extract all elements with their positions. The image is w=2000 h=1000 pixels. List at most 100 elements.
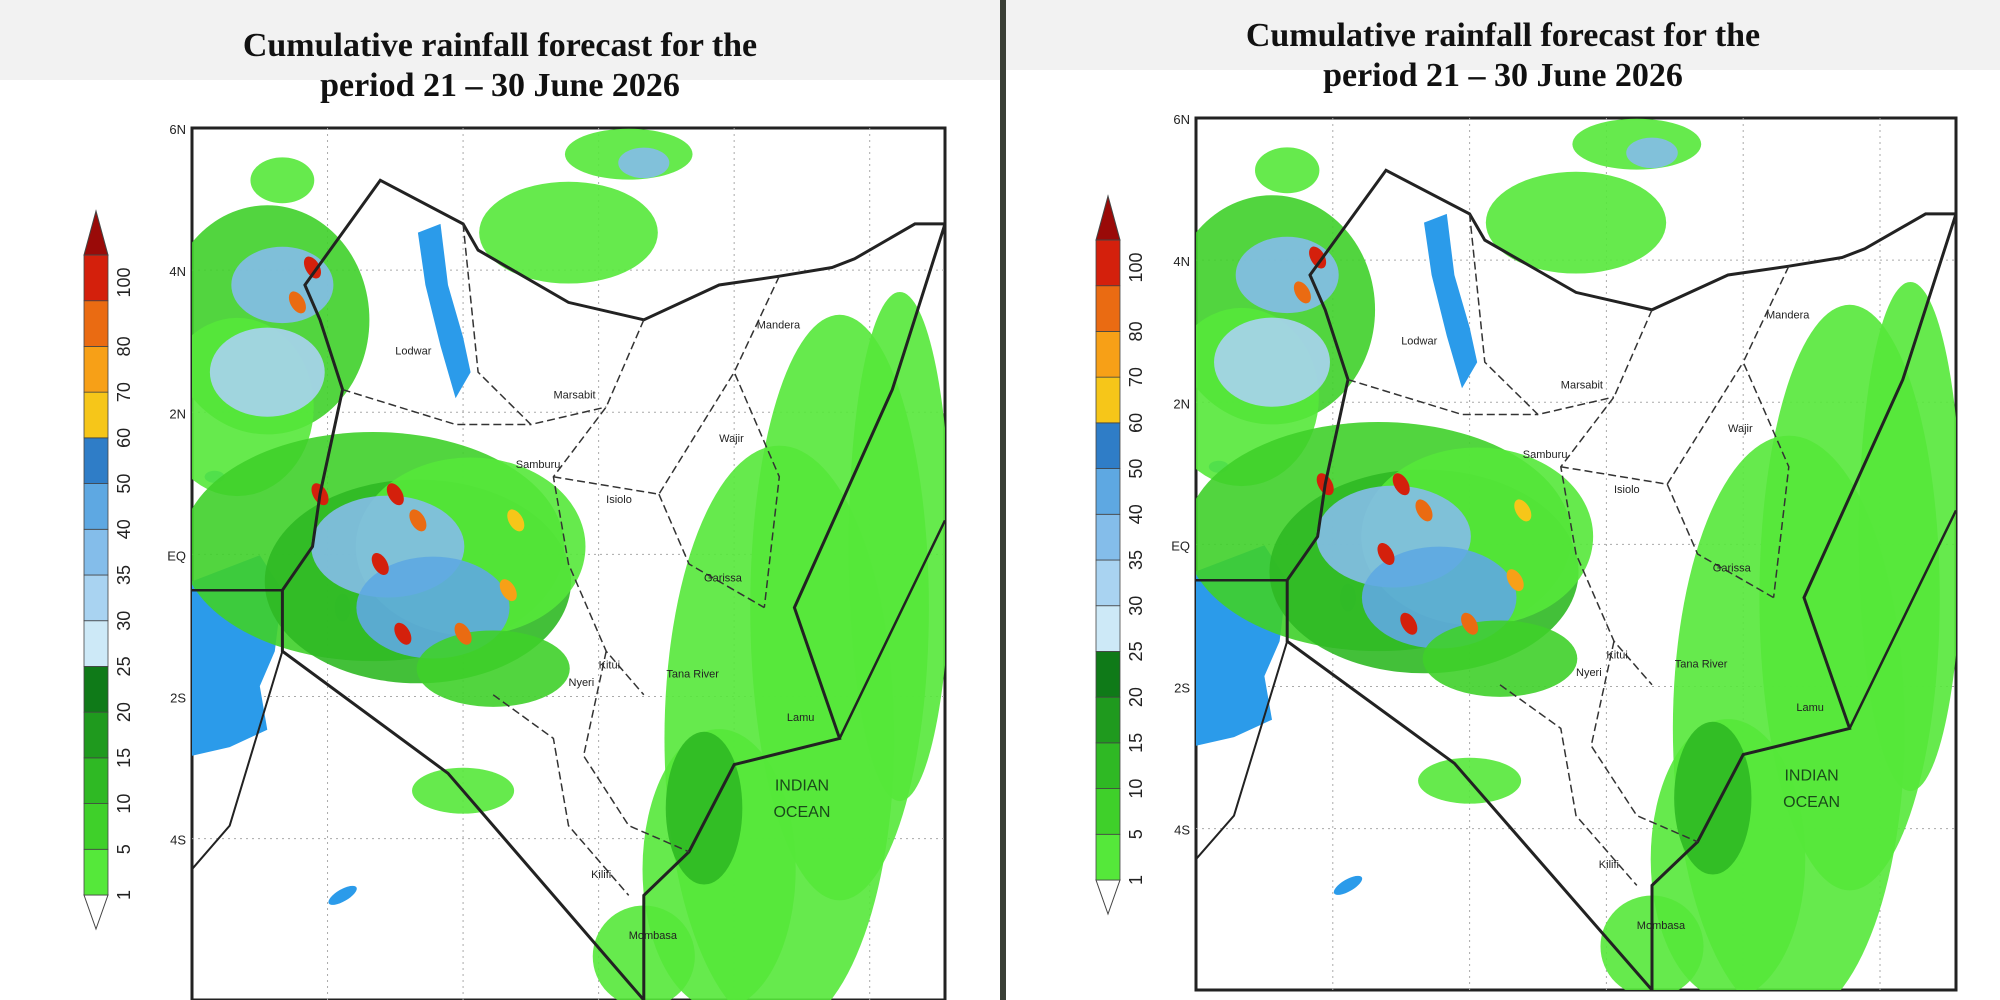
colorbar-label: 60 (1126, 413, 1146, 433)
colorbar-label: 70 (114, 382, 134, 402)
place-label: Isiolo (606, 494, 632, 506)
heavy-rain-spot (1392, 473, 1410, 496)
colorbar-segment (1095, 376, 1121, 424)
colorbar-segment (1095, 788, 1121, 835)
place-label: Lodwar (1401, 336, 1437, 348)
county-boundary (1560, 309, 1653, 686)
colorbar-segment (83, 711, 109, 759)
lake (328, 885, 357, 905)
rainfall-area (479, 181, 658, 284)
ocean-label: OCEAN (1783, 794, 1840, 811)
colorbar-segment (1095, 651, 1121, 698)
lat-tick-label: EQ (1171, 538, 1190, 553)
colorbar-segment (83, 483, 109, 530)
ocean-label: OCEAN (773, 804, 830, 821)
colorbar-label: 80 (1126, 321, 1146, 341)
colorbar-label: 40 (1126, 504, 1146, 524)
country-border (192, 650, 284, 870)
rainfall-area (1858, 282, 1956, 792)
colorbar-segment (83, 803, 109, 850)
colorbar-label: 30 (114, 611, 134, 631)
forecast-panel-right: Cumulative rainfall forecast for the per… (1006, 0, 2000, 1000)
rainfall-area (416, 630, 570, 707)
colorbar-segment (83, 757, 109, 804)
county-boundary (462, 223, 607, 426)
title-line-2: period 21 – 30 June 2026 (320, 67, 680, 104)
title-band (0, 0, 1000, 80)
colorbar-segment (1095, 605, 1121, 652)
county-boundary (1347, 378, 1538, 416)
rainfall-area (209, 327, 325, 417)
map-content: Lodwar Marsabit Mandera Wajir Isiolo Garissa N… (192, 128, 945, 1000)
colorbar-label: 80 (114, 336, 134, 356)
rainfall-area (1254, 147, 1320, 194)
lat-tick-label: 2S (1174, 681, 1190, 696)
heavy-rain-spot (288, 291, 306, 314)
place-label: Mombasa (629, 930, 678, 942)
colorbar-segment (1095, 331, 1121, 378)
map-title: Cumulative rainfall forecast for the per… (1006, 16, 2000, 96)
country-border (1196, 640, 1289, 860)
colorbar-label: 20 (1126, 687, 1146, 707)
colorbar-label: 35 (114, 565, 134, 585)
colorbar-top-arrow (83, 209, 109, 256)
heavy-rain-spot (1506, 569, 1524, 592)
ocean-label: INDIAN (1784, 768, 1838, 785)
lat-tick-label: 2N (1173, 396, 1190, 411)
colorbar-label: 100 (114, 267, 134, 297)
heavy-rain-spot (371, 553, 389, 575)
colorbar-segment (83, 666, 109, 713)
colorbar-label: 15 (1126, 733, 1146, 753)
place-label: Kitui (599, 660, 620, 672)
heavy-rain-spot (454, 622, 472, 645)
place-label: Tana River (666, 668, 719, 680)
lat-tick-label: 4S (170, 833, 186, 848)
country-border (280, 178, 945, 1000)
colorbar-segment (83, 254, 109, 302)
county-boundary (1742, 265, 1790, 598)
colorbar-label: 15 (114, 748, 134, 768)
place-label: Samburu (1523, 449, 1568, 461)
country-border (1285, 168, 1956, 990)
forecast-panel-left: Cumulative rainfall forecast for the per… (0, 0, 1000, 1000)
colorbar-segment (83, 391, 109, 439)
heavy-rain-spot (394, 622, 412, 645)
colorbar-top-arrow (1095, 194, 1121, 241)
place-label: Wajir (1728, 423, 1753, 435)
colorbar-segment (1095, 696, 1121, 744)
colorbar-segment (83, 528, 109, 576)
rainfall-area (1485, 171, 1667, 274)
colorbar-label: 1 (114, 890, 134, 900)
lat-tick-label: 2N (169, 406, 186, 421)
colorbar-segment (1095, 833, 1121, 881)
place-label: Kitui (1606, 650, 1627, 662)
colorbar-label: 35 (1126, 550, 1146, 570)
colorbar-segment (83, 437, 109, 484)
place-label: Nyeri (1576, 667, 1602, 679)
lake (1333, 875, 1363, 895)
place-label: Tana River (1675, 658, 1728, 670)
place-label: Lamu (1796, 702, 1824, 714)
colorbar-bottom-tip (83, 894, 109, 931)
rainfall-area (665, 731, 743, 885)
rainfall-map: 151015202530354050607080100LodwarMarsabi… (83, 122, 947, 1000)
colorbar-segment (1095, 742, 1121, 789)
county-boundary (582, 651, 690, 853)
lat-tick-label: 4S (1174, 823, 1190, 838)
heavy-rain-spot (1415, 499, 1433, 522)
colorbar-label: 25 (1126, 641, 1146, 661)
place-label: Wajir (719, 433, 744, 445)
colorbar-label: 60 (114, 428, 134, 448)
colorbar-segment (1095, 559, 1121, 607)
colorbar-label: 5 (114, 844, 134, 854)
colorbar-segment (1095, 239, 1121, 287)
county-boundary (1499, 684, 1638, 886)
heavy-rain-spot (303, 256, 322, 279)
colorbar-segment (1095, 513, 1121, 561)
ocean-label: INDIAN (775, 778, 829, 795)
place-label: Marsabit (1561, 379, 1603, 391)
place-label: Kilifi (1599, 859, 1619, 871)
colorbar-segment (1095, 285, 1121, 332)
place-label: Samburu (516, 459, 561, 471)
